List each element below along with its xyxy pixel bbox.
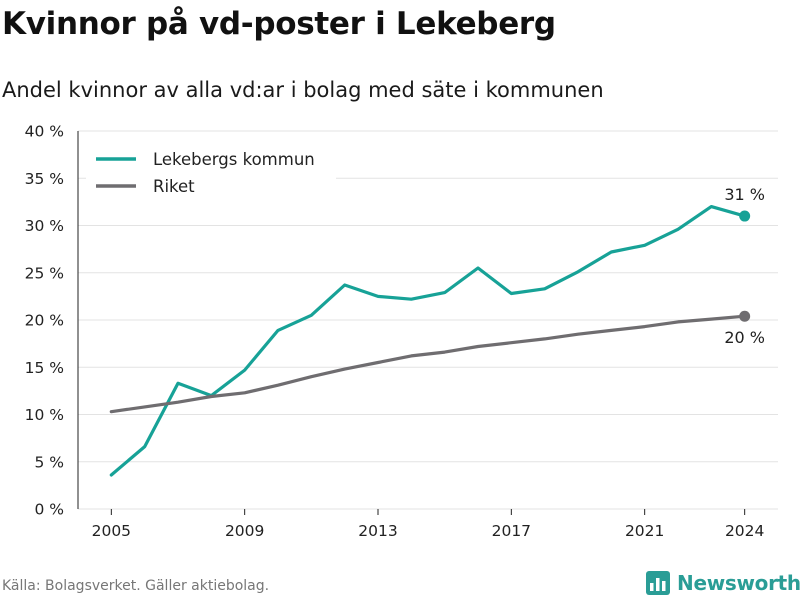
x-tick-label: 2013 [358,522,397,540]
bar-chart-icon [646,571,670,595]
x-tick-label: 2021 [625,522,664,540]
brand-name: Newsworthy [677,571,800,595]
y-tick-label: 40 % [25,123,64,141]
y-tick-label: 30 % [25,217,64,235]
chart-subtitle: Andel kvinnor av alla vd:ar i bolag med … [2,78,604,102]
y-tick-label: 25 % [25,264,64,282]
y-tick-label: 5 % [34,453,64,471]
source-note: Källa: Bolagsverket. Gäller aktiebolag. [2,578,270,594]
end-point [739,310,751,322]
series-line [109,314,747,414]
end-value-label: 20 % [724,328,765,347]
x-tick-label: 2005 [92,522,131,540]
legend: Lekebergs kommun Riket [86,142,336,206]
legend-label: Riket [153,177,195,196]
legend-label: Lekebergs kommun [153,150,315,169]
y-tick-label: 15 % [25,359,64,377]
y-tick-label: 10 % [25,406,64,424]
chart-title: Kvinnor på vd-poster i Lekeberg [2,6,556,42]
y-tick-label: 0 % [34,501,64,519]
end-point [739,210,751,222]
x-tick-label: 2024 [725,522,764,540]
y-tick-label: 35 % [25,170,64,188]
end-value-label: 31 % [724,185,765,204]
x-tick-label: 2017 [492,522,531,540]
x-tick-label: 2009 [225,522,264,540]
series-lines: 31 % 20 % [109,185,765,477]
legend-background [86,142,336,206]
line-chart: 0 % 5 % 10 % 15 % 20 % 25 % 30 % 35 % 40 % 2005 20… [25,123,778,541]
series-line [109,205,747,477]
y-tick-label: 20 % [25,312,64,330]
axes: 0 % 5 % 10 % 15 % 20 % 25 % 30 % 35 % 40 % 2005 20… [25,123,765,541]
brand-logo: Newsworthy [645,570,800,596]
